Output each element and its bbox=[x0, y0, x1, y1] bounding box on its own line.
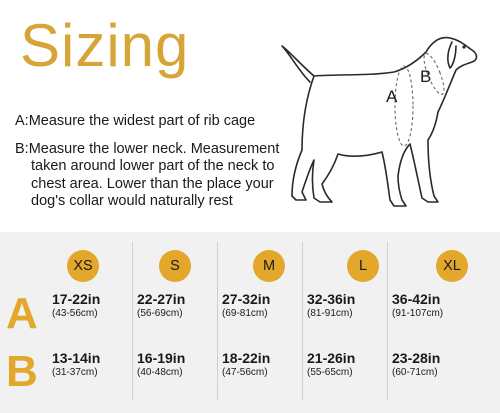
size-badge-s: S bbox=[159, 250, 191, 282]
row-label-a: A bbox=[6, 289, 38, 338]
size-cell: 27-32in (69-81cm) bbox=[222, 291, 306, 320]
size-centimeters: (91-107cm) bbox=[392, 308, 444, 320]
note-b-line: B:Measure the lower neck. Measurement bbox=[15, 141, 280, 157]
size-inches: 17-22in bbox=[52, 291, 101, 307]
diagram-label-b: B bbox=[420, 67, 431, 86]
size-centimeters: (31-37cm) bbox=[52, 367, 98, 379]
size-inches: 32-36in bbox=[307, 291, 356, 307]
size-centimeters: (60-71cm) bbox=[392, 367, 438, 379]
measurement-note-b: B:Measure the lower neck. Measurement ta… bbox=[15, 141, 315, 211]
size-badge-m: M bbox=[253, 250, 285, 282]
size-inches: 23-28in bbox=[392, 350, 441, 366]
dog-body-outline bbox=[291, 36, 478, 207]
size-centimeters: (43-56cm) bbox=[52, 308, 98, 320]
column-divider bbox=[132, 242, 133, 400]
diagram-label-a: A bbox=[386, 87, 398, 106]
size-inches: 27-32in bbox=[222, 291, 271, 307]
column-divider bbox=[387, 242, 388, 400]
size-inches: 16-19in bbox=[137, 350, 186, 366]
chest-girth-line bbox=[394, 65, 414, 147]
size-cell: 32-36in (81-91cm) bbox=[307, 291, 391, 320]
dog-measurement-diagram: A B bbox=[281, 36, 478, 207]
size-centimeters: (40-48cm) bbox=[137, 367, 183, 379]
note-b-line: dog's collar would naturally rest bbox=[31, 193, 233, 210]
size-cell: 18-22in (47-56cm) bbox=[222, 350, 306, 379]
size-badge-xs: XS bbox=[67, 250, 99, 282]
page-title: Sizing bbox=[20, 12, 190, 79]
note-b-line: chest area. Lower than the place your bbox=[31, 175, 274, 192]
size-cell: 21-26in (55-65cm) bbox=[307, 350, 391, 379]
size-centimeters: (47-56cm) bbox=[222, 367, 268, 379]
row-label-b: B bbox=[6, 347, 38, 396]
size-cell: 13-14in (31-37cm) bbox=[52, 350, 136, 379]
dog-eye bbox=[462, 45, 466, 49]
size-cell: 16-19in (40-48cm) bbox=[137, 350, 221, 379]
size-centimeters: (56-69cm) bbox=[137, 308, 183, 320]
size-inches: 22-27in bbox=[137, 291, 186, 307]
size-cell: 17-22in (43-56cm) bbox=[52, 291, 136, 320]
size-centimeters: (69-81cm) bbox=[222, 308, 268, 320]
note-b-line: taken around lower part of the neck to bbox=[31, 158, 275, 175]
neck-girth-line bbox=[423, 52, 445, 96]
size-inches: 21-26in bbox=[307, 350, 356, 366]
size-cell: 22-27in (56-69cm) bbox=[137, 291, 221, 320]
size-inches: 36-42in bbox=[392, 291, 441, 307]
size-badge-xl: XL bbox=[436, 250, 468, 282]
size-centimeters: (55-65cm) bbox=[307, 367, 353, 379]
size-cell: 23-28in (60-71cm) bbox=[392, 350, 476, 379]
size-inches: 18-22in bbox=[222, 350, 271, 366]
size-inches: 13-14in bbox=[52, 350, 101, 366]
dog-ear-outline bbox=[447, 41, 457, 69]
column-divider bbox=[217, 242, 218, 400]
size-badge-l: L bbox=[347, 250, 379, 282]
size-centimeters: (81-91cm) bbox=[307, 308, 353, 320]
size-cell: 36-42in (91-107cm) bbox=[392, 291, 476, 320]
measurement-note-a: A:Measure the widest part of rib cage bbox=[15, 113, 256, 129]
column-divider bbox=[302, 242, 303, 400]
dog-tail-outline bbox=[281, 45, 315, 83]
